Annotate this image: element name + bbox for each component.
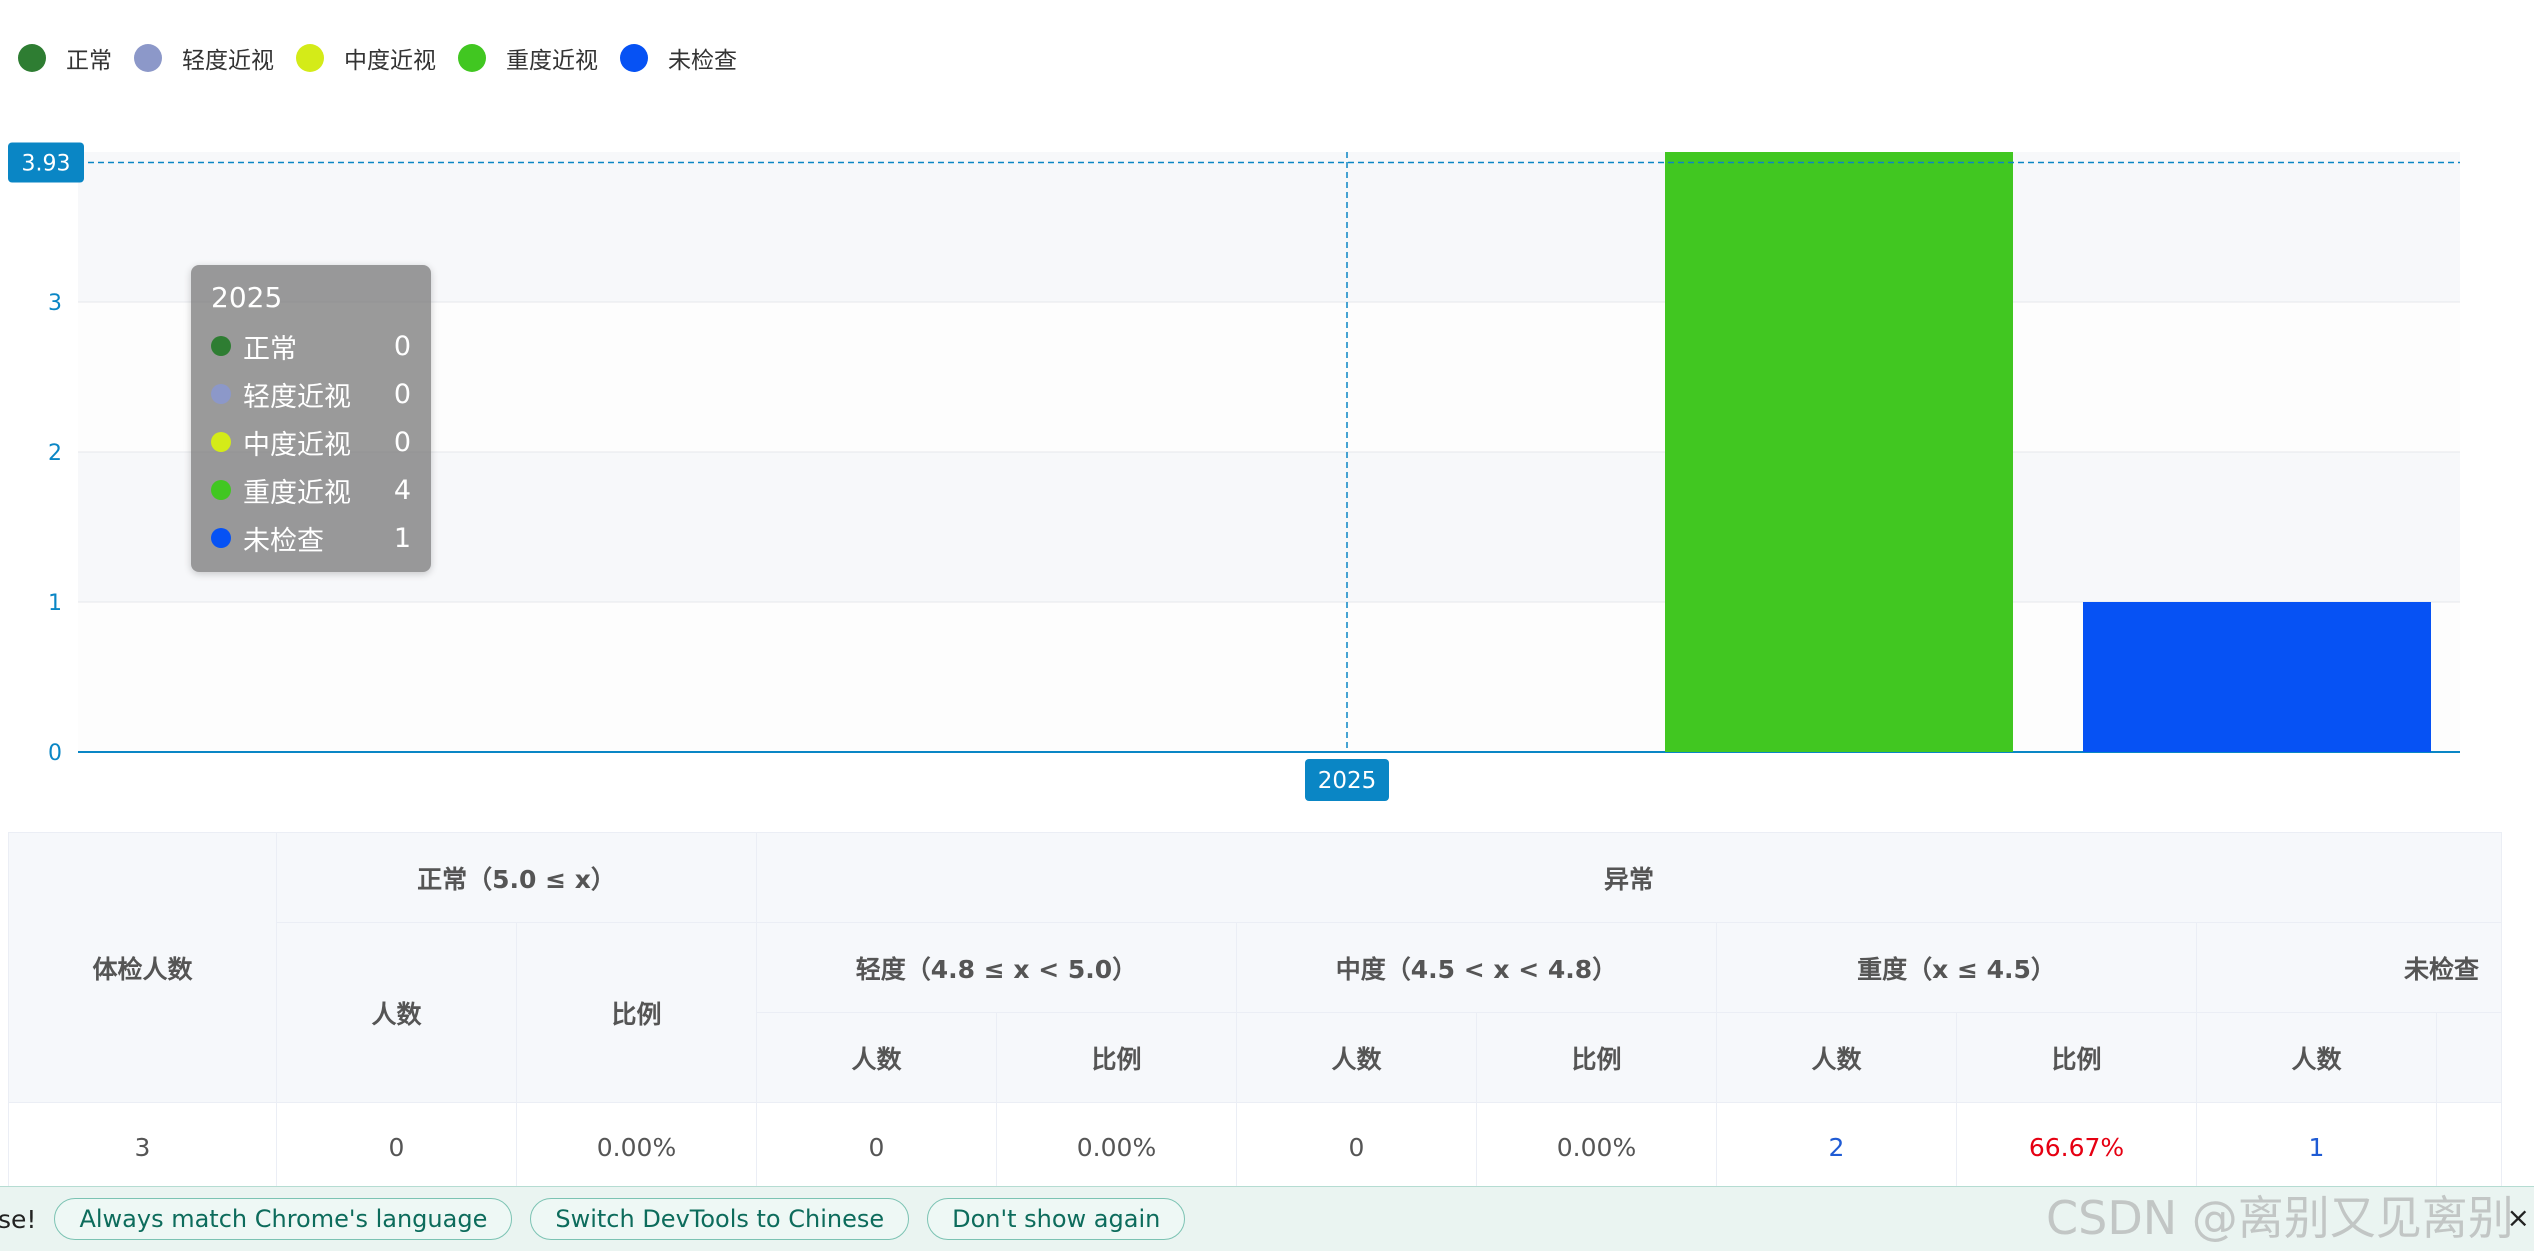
header-abnormal: 异常 bbox=[755, 832, 2503, 923]
tooltip-series-value: 0 bbox=[393, 426, 411, 458]
header-moderate: 中度（4.5 < x < 4.8） bbox=[1236, 922, 1717, 1013]
header-severe-count: 人数 bbox=[1716, 1012, 1957, 1103]
tooltip-series-value: 1 bbox=[393, 522, 411, 554]
cell-total: 3 bbox=[8, 1102, 277, 1193]
legend-item[interactable]: 轻度近视 bbox=[134, 41, 274, 75]
tooltip-series-name: 正常 bbox=[243, 333, 297, 365]
bar-chart: 0 1 2 3 3.93 2025 bbox=[8, 142, 2460, 801]
header-severe-ratio: 比例 bbox=[1956, 1012, 2197, 1103]
y-tick-label: 1 bbox=[48, 591, 62, 616]
watermark: CSDN @离别又见离别 bbox=[2046, 1191, 2514, 1245]
cell-mild-count: 0 bbox=[756, 1102, 997, 1193]
y-tick-label: 0 bbox=[48, 741, 62, 766]
cell-unchecked-ratio bbox=[2435, 1102, 2503, 1193]
legend-dot-icon bbox=[134, 44, 162, 72]
tooltip-row: 中度近视 0 bbox=[211, 418, 411, 466]
header-moderate-count: 人数 bbox=[1236, 1012, 1477, 1103]
legend-item[interactable]: 重度近视 bbox=[458, 41, 598, 75]
devtools-language-bar: se! Always match Chrome's language Switc… bbox=[0, 1186, 2534, 1251]
header-mild-ratio: 比例 bbox=[996, 1012, 1237, 1103]
switch-devtools-button[interactable]: Switch DevTools to Chinese bbox=[530, 1198, 910, 1240]
crosshair-y-label-bg bbox=[8, 142, 84, 183]
legend-label: 中度近视 bbox=[344, 48, 436, 74]
legend-dot-icon bbox=[620, 44, 648, 72]
header-unchecked: 未检查 bbox=[2195, 922, 2503, 1013]
tooltip-series-name: 中度近视 bbox=[243, 429, 351, 461]
cell-normal-count: 0 bbox=[276, 1102, 517, 1193]
chart-legend: 正常 轻度近视 中度近视 重度近视 未检查 bbox=[0, 38, 741, 78]
header-unchecked-ratio bbox=[2435, 1012, 2503, 1103]
tooltip-series-value: 4 bbox=[393, 474, 411, 506]
header-mild: 轻度（4.8 ≤ x < 5.0） bbox=[756, 922, 1237, 1013]
tooltip-series-name: 重度近视 bbox=[243, 477, 351, 509]
bar bbox=[1665, 152, 2013, 752]
tooltip-series-name: 轻度近视 bbox=[243, 381, 351, 413]
legend-item[interactable]: 正常 bbox=[18, 41, 112, 75]
tooltip-row: 未检查 1 bbox=[211, 514, 411, 562]
header-normal-ratio: 比例 bbox=[516, 922, 757, 1103]
chart-tooltip: 2025 正常 0 轻度近视 0 中度近视 0 重度近视 4 未检查 1 bbox=[191, 265, 431, 572]
tooltip-dot-icon bbox=[211, 384, 231, 404]
cell-moderate-ratio: 0.00% bbox=[1476, 1102, 1717, 1193]
legend-item[interactable]: 中度近视 bbox=[296, 41, 436, 75]
bar bbox=[2083, 602, 2431, 752]
tooltip-row: 正常 0 bbox=[211, 322, 411, 370]
statistics-table: 体检人数 正常（5.0 ≤ x） 异常 人数 比例 轻度（4.8 ≤ x < 5… bbox=[8, 832, 2503, 1193]
header-normal: 正常（5.0 ≤ x） bbox=[276, 832, 757, 923]
legend-dot-icon bbox=[18, 44, 46, 72]
tooltip-series-value: 0 bbox=[393, 378, 411, 410]
match-language-button[interactable]: Always match Chrome's language bbox=[54, 1198, 513, 1240]
grid-band bbox=[78, 452, 2460, 602]
grid-band bbox=[78, 302, 2460, 452]
legend-label: 重度近视 bbox=[506, 48, 598, 74]
header-severe: 重度（x ≤ 4.5） bbox=[1716, 922, 2197, 1013]
tooltip-row: 轻度近视 0 bbox=[211, 370, 411, 418]
legend-label: 未检查 bbox=[668, 48, 737, 74]
legend-dot-icon bbox=[458, 44, 486, 72]
legend-dot-icon bbox=[296, 44, 324, 72]
grid-band bbox=[78, 602, 2460, 752]
tooltip-series-name: 未检查 bbox=[243, 525, 324, 557]
header-total: 体检人数 bbox=[8, 832, 277, 1103]
tooltip-dot-icon bbox=[211, 528, 231, 548]
tooltip-title: 2025 bbox=[211, 281, 283, 314]
tooltip-rows: 正常 0 轻度近视 0 中度近视 0 重度近视 4 未检查 1 bbox=[211, 322, 411, 562]
cell-normal-ratio: 0.00% bbox=[516, 1102, 757, 1193]
cell-severe-count[interactable]: 2 bbox=[1716, 1102, 1957, 1193]
dont-show-again-button[interactable]: Don't show again bbox=[927, 1198, 1186, 1240]
y-tick-label: 2 bbox=[48, 441, 62, 466]
header-mild-count: 人数 bbox=[756, 1012, 997, 1103]
tooltip-series-value: 0 bbox=[393, 330, 411, 362]
notice-text: se! bbox=[0, 1204, 37, 1234]
close-icon[interactable]: × bbox=[2506, 1201, 2530, 1234]
header-unchecked-count: 人数 bbox=[2196, 1012, 2437, 1103]
grid-band bbox=[78, 152, 2460, 302]
legend-label: 轻度近视 bbox=[182, 48, 274, 74]
cell-unchecked-count[interactable]: 1 bbox=[2196, 1102, 2437, 1193]
y-tick-label: 3 bbox=[48, 291, 62, 316]
header-moderate-ratio: 比例 bbox=[1476, 1012, 1717, 1103]
header-normal-count: 人数 bbox=[276, 922, 517, 1103]
tooltip-dot-icon bbox=[211, 432, 231, 452]
crosshair-x-label: 2025 bbox=[1318, 768, 1377, 794]
tooltip-row: 重度近视 4 bbox=[211, 466, 411, 514]
cell-mild-ratio: 0.00% bbox=[996, 1102, 1237, 1193]
table-row: 3 0 0.00% 0 0.00% 0 0.00% 2 66.67% 1 bbox=[8, 1102, 2503, 1193]
crosshair-y-label: 3.93 bbox=[22, 152, 71, 177]
cell-severe-ratio: 66.67% bbox=[1956, 1102, 2197, 1193]
legend-label: 正常 bbox=[66, 48, 112, 74]
tooltip-dot-icon bbox=[211, 480, 231, 500]
cell-moderate-count: 0 bbox=[1236, 1102, 1477, 1193]
tooltip-dot-icon bbox=[211, 336, 231, 356]
crosshair-x-label-bg bbox=[1305, 759, 1389, 801]
legend-item[interactable]: 未检查 bbox=[620, 41, 737, 75]
